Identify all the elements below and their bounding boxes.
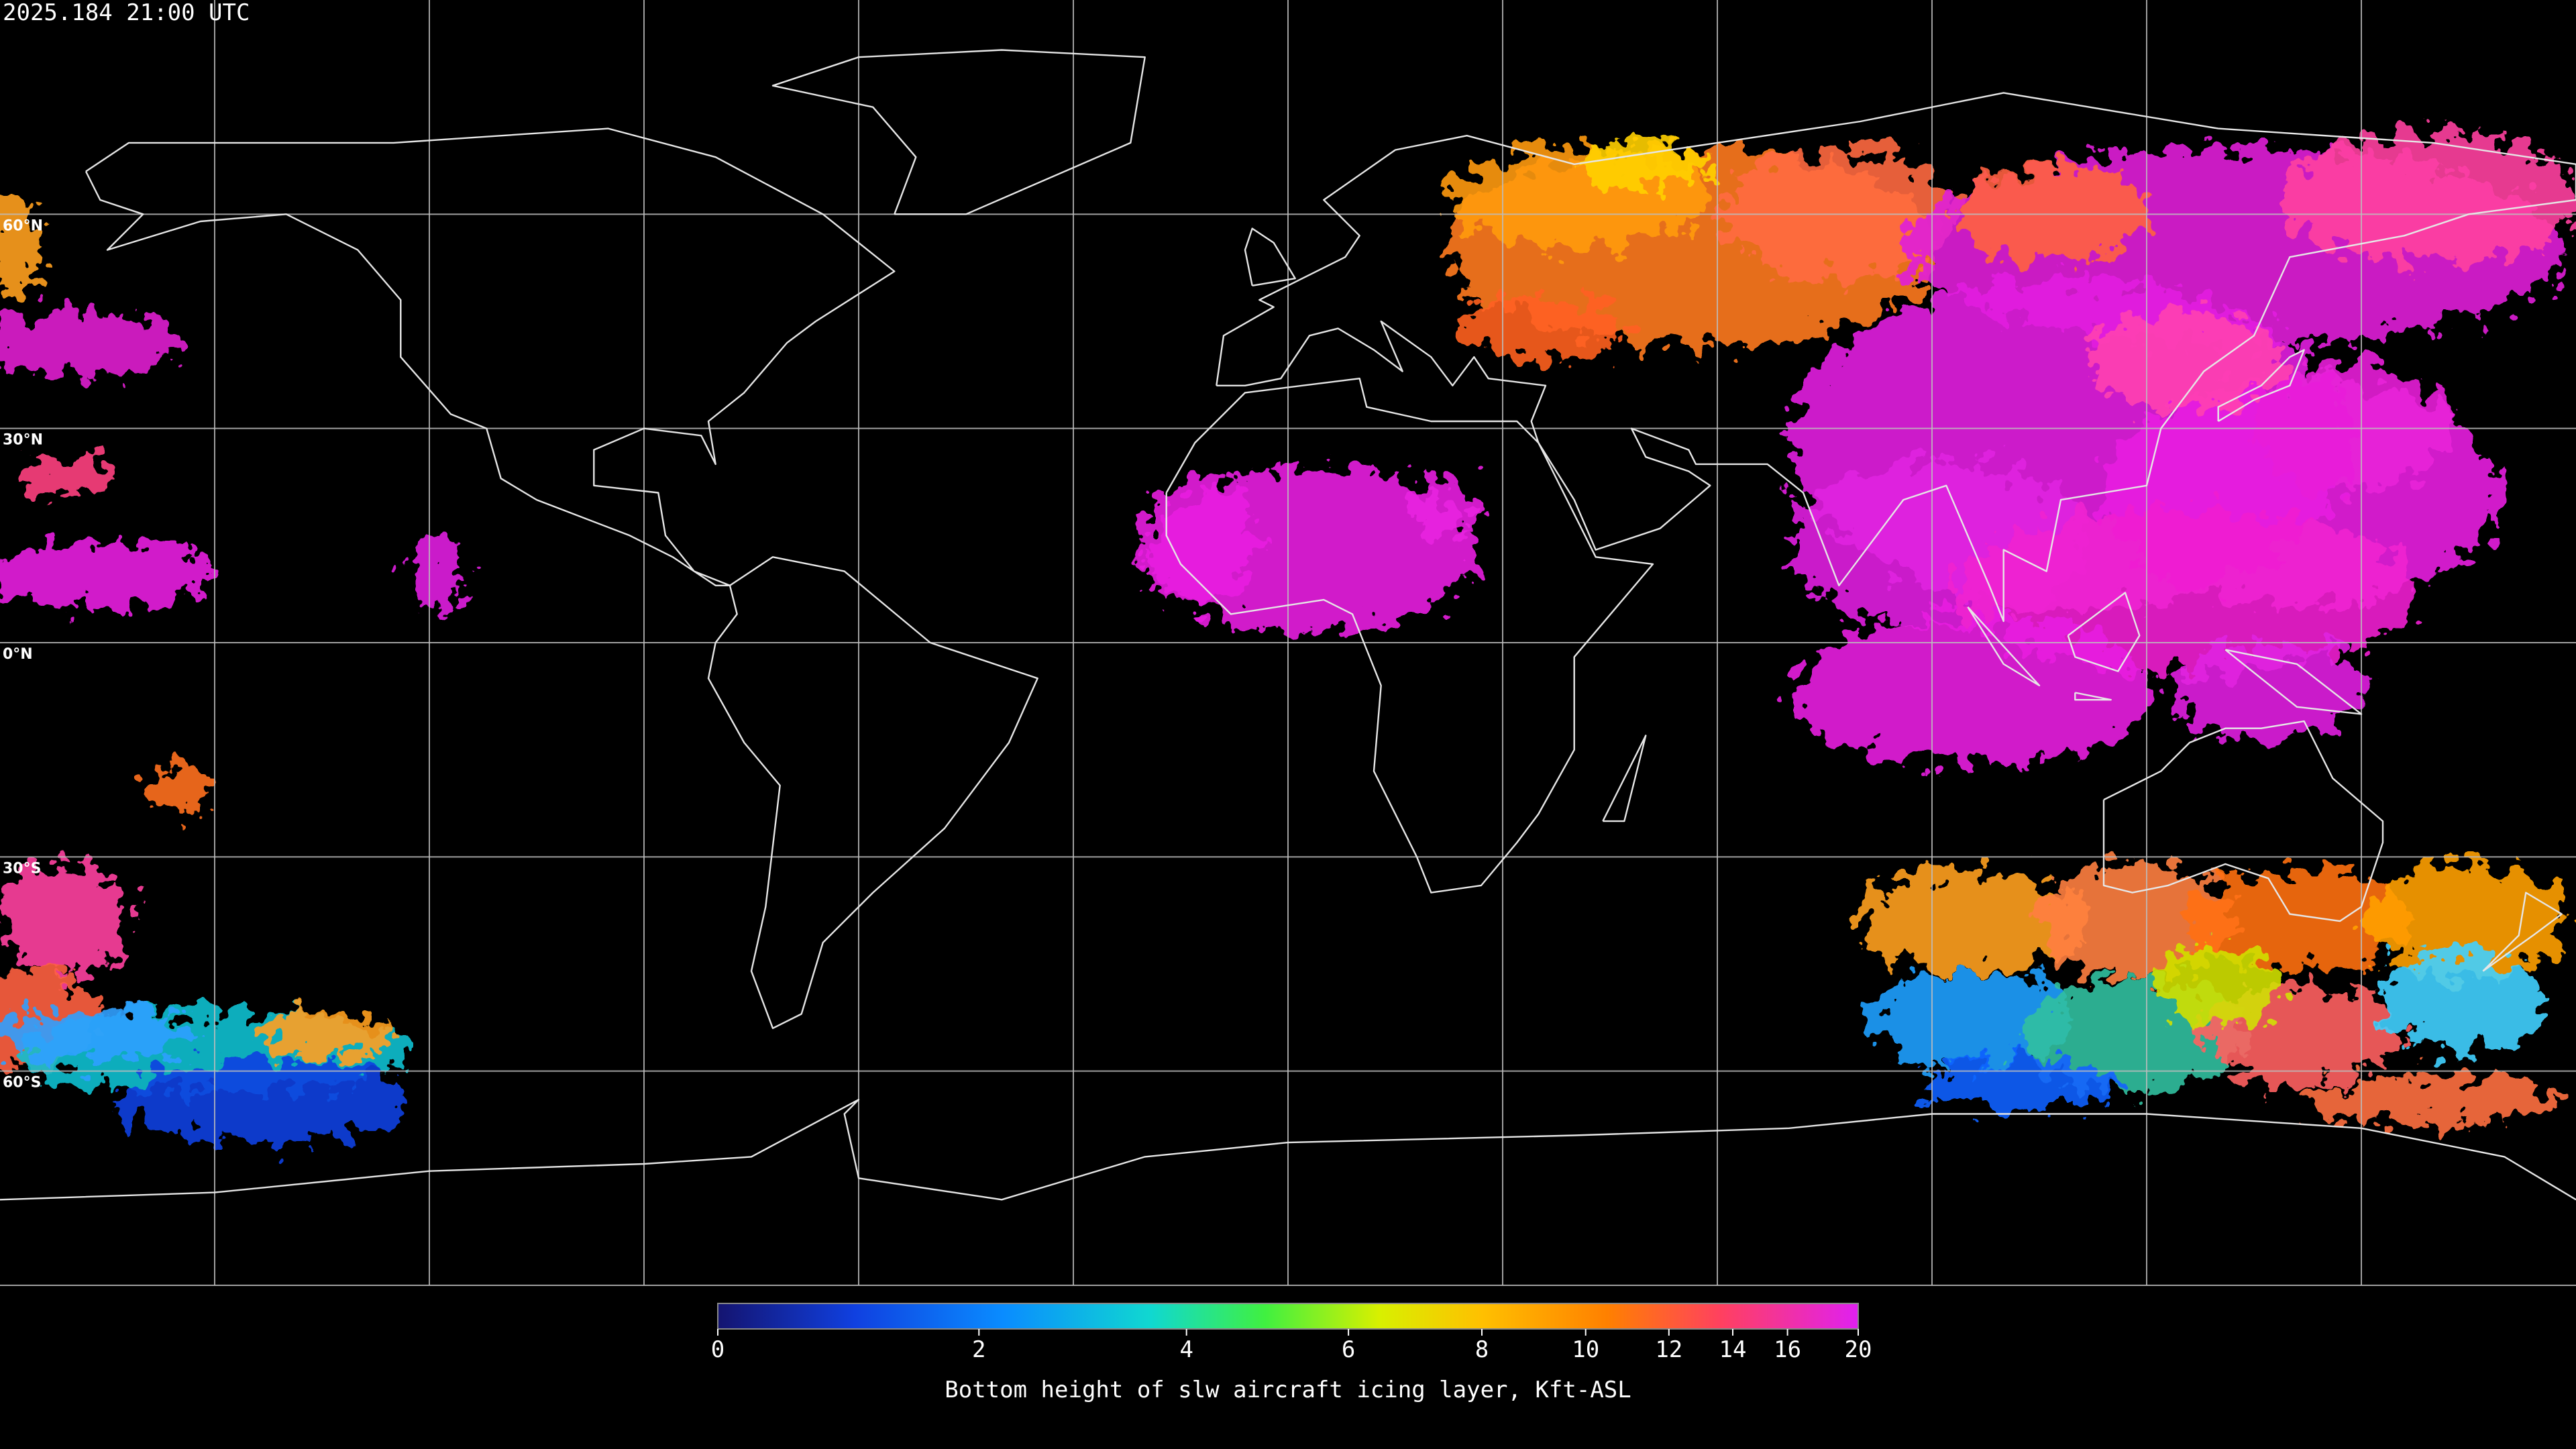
colorbar-tick-label: 16 bbox=[1774, 1336, 1801, 1363]
colorbar-tick-label: 4 bbox=[1179, 1336, 1193, 1363]
coastline bbox=[1165, 378, 1654, 894]
icing-blob bbox=[0, 197, 42, 296]
icing-blob bbox=[411, 533, 460, 616]
lat-label: 30°N bbox=[3, 432, 43, 449]
icing-blob bbox=[2251, 361, 2449, 493]
icing-blob bbox=[262, 1010, 394, 1060]
coastline bbox=[85, 127, 896, 586]
icing-blob bbox=[0, 542, 214, 608]
colorbar-tick-label: 6 bbox=[1342, 1336, 1355, 1363]
icing-blob bbox=[0, 862, 131, 978]
icing-blob bbox=[1413, 476, 1479, 543]
colorbar-tick-label: 0 bbox=[711, 1336, 724, 1363]
lat-label: 60°S bbox=[3, 1075, 41, 1091]
icing-blob bbox=[0, 312, 181, 378]
icing-blob bbox=[2037, 862, 2235, 978]
icing-blob bbox=[2152, 945, 2284, 1027]
icing-blob bbox=[2300, 1076, 2563, 1126]
icing-blob bbox=[1462, 295, 1627, 362]
coastline bbox=[771, 49, 1146, 215]
coastline bbox=[2217, 349, 2305, 423]
icing-blob bbox=[115, 1059, 411, 1142]
coastline bbox=[707, 556, 1038, 1029]
icing-blob bbox=[1790, 616, 2153, 764]
icing-blob bbox=[16, 460, 115, 493]
icing-blob bbox=[1577, 140, 1709, 189]
icing-blob bbox=[2382, 953, 2546, 1052]
graticule bbox=[0, 0, 2576, 1286]
colorbar-tick-label: 10 bbox=[1572, 1336, 1599, 1363]
icing-blob bbox=[0, 1010, 197, 1060]
colorbar-ticks: 0 2 4 6 8 10 12 14 16 20 bbox=[711, 1329, 1872, 1363]
colorbar-tick-label: 14 bbox=[1719, 1336, 1747, 1363]
coastline bbox=[1602, 735, 1647, 822]
coastline bbox=[2074, 692, 2112, 701]
colorbar-tick-label: 2 bbox=[972, 1336, 985, 1363]
lat-label: 60°N bbox=[3, 217, 43, 234]
coastline bbox=[2224, 649, 2363, 715]
coastline bbox=[1244, 227, 1296, 286]
icing-blob bbox=[148, 763, 214, 814]
icing-blob bbox=[2086, 312, 2284, 411]
colorbar bbox=[717, 1303, 1859, 1330]
icing-blob bbox=[2168, 641, 2366, 740]
lat-label: 0°N bbox=[3, 646, 33, 663]
coastline bbox=[1967, 606, 2041, 687]
icing-blob bbox=[2185, 870, 2416, 969]
coastline bbox=[2482, 892, 2563, 972]
coastline bbox=[1216, 92, 2576, 623]
colorbar-title: Bottom height of slw aircraft icing laye… bbox=[945, 1377, 1631, 1403]
lat-label: 30°S bbox=[3, 860, 41, 877]
coastline bbox=[2067, 592, 2141, 672]
colorbar-tick-label: 12 bbox=[1655, 1336, 1682, 1363]
icing-field bbox=[0, 131, 2576, 1142]
icing-blob bbox=[2284, 131, 2576, 263]
icing-blob bbox=[1872, 969, 2070, 1068]
icing-blob bbox=[1142, 476, 1257, 608]
coastline bbox=[0, 1099, 2576, 1201]
colorbar-tick-label: 20 bbox=[1845, 1336, 1872, 1363]
colorbar-tick-label: 8 bbox=[1475, 1336, 1489, 1363]
timestamp: 2025.184 21:00 UTC bbox=[3, 0, 250, 26]
icing-blob bbox=[1856, 870, 2087, 969]
lat-labels: 60°N 30°N 0°N 30°S 60°S bbox=[3, 217, 43, 1091]
coastlines bbox=[0, 49, 2576, 1201]
coastline bbox=[2102, 720, 2384, 922]
icing-blob bbox=[1922, 1059, 2120, 1110]
